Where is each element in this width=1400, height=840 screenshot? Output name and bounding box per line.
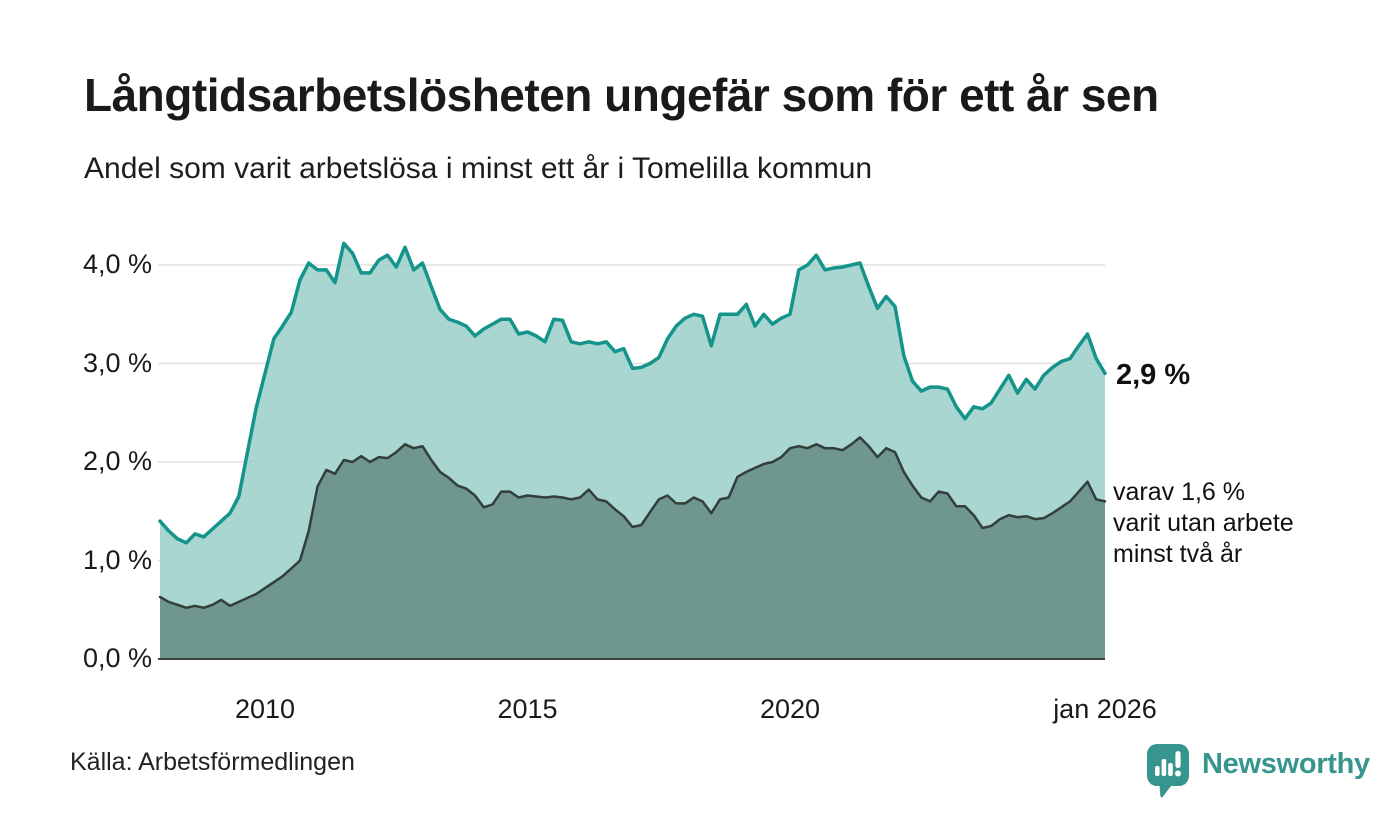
y-tick-label: 4,0 % bbox=[82, 249, 152, 279]
series-line-2 bbox=[158, 436, 1107, 610]
y-tick-label: 3,0 % bbox=[82, 347, 152, 378]
chart-title: Långtidsarbetslösheten ungefär som för e… bbox=[84, 69, 1159, 121]
series-end-label-1: 2,9 % bbox=[1116, 359, 1191, 392]
source-note: Källa: Arbetsförmedlingen bbox=[70, 748, 355, 776]
y-tick-label: 0,0 % bbox=[82, 643, 152, 673]
series-end-label-2: varav 1,6 % varit utan arbete minst två år bbox=[1113, 478, 1294, 569]
newsworthy-logo-text: Newsworthy bbox=[1202, 748, 1370, 780]
y-tick-label: 2,0 % bbox=[82, 446, 152, 476]
newsworthy-logo-icon bbox=[1147, 744, 1189, 798]
y-tick-label: 1,0 % bbox=[82, 544, 152, 575]
x-tick-label: jan 2026 bbox=[1053, 694, 1157, 724]
newsworthy-logo: Newsworthy bbox=[1146, 742, 1396, 802]
x-tick-label: 2015 bbox=[497, 694, 558, 724]
x-tick-label: 2010 bbox=[234, 694, 296, 724]
chart-subtitle: Andel som varit arbetslösa i minst ett å… bbox=[84, 152, 873, 185]
series-area-2 bbox=[160, 437, 1105, 659]
x-tick-label: 2020 bbox=[759, 694, 821, 724]
series-line-1 bbox=[158, 241, 1107, 545]
